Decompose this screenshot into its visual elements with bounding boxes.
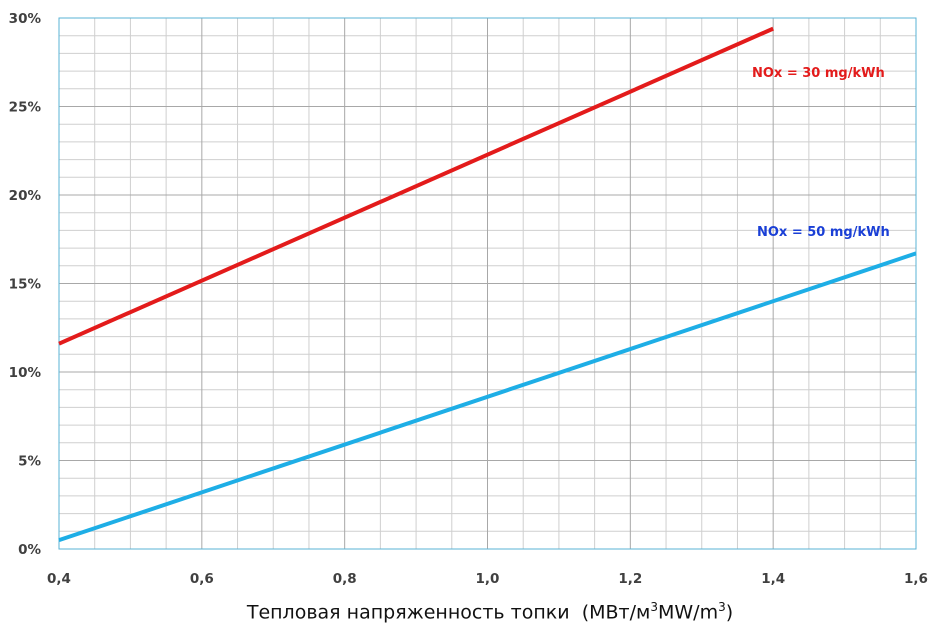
y-tick-label: 30%	[9, 11, 42, 27]
y-tick-label: 0%	[18, 542, 41, 558]
series-label-nox-50: NOx = 50 mg/kWh	[757, 225, 890, 240]
x-axis-label-text: Тепловая напряженность топки	[246, 601, 570, 624]
series-line-nox-30	[58, 26, 774, 346]
y-tick-label: 5%	[18, 454, 41, 470]
series-label-nox-30: NOx = 30 mg/kWh	[752, 66, 885, 81]
x-tick-label: 0,6	[190, 571, 214, 587]
x-tick-label: 1,0	[476, 571, 500, 587]
x-tick-label: 0,4	[47, 571, 71, 587]
x-tick-label: 1,6	[904, 571, 928, 587]
chart: 0% 5% 10% 15% 20% 25% 30% 0,4 0,6 0,8 1,…	[9, 11, 928, 587]
y-tick-label: 25%	[9, 100, 42, 116]
y-tick-label: 20%	[9, 188, 42, 204]
y-tick-labels: 0% 5% 10% 15% 20% 25% 30%	[9, 11, 42, 558]
series-group	[58, 26, 917, 543]
x-tick-labels: 0,4 0,6 0,8 1,0 1,2 1,4 1,6	[47, 571, 928, 587]
plot-frame	[58, 17, 917, 550]
x-tick-label: 0,8	[333, 571, 357, 587]
x-axis-unit-exponent: 3	[718, 600, 726, 614]
x-axis-unit-ru: МВт/м	[589, 601, 651, 624]
y-tick-label: 10%	[9, 365, 42, 381]
x-axis-unit-exponent: 3	[650, 600, 658, 614]
grid-major	[59, 18, 916, 549]
x-axis-unit-en: MW/m	[657, 601, 719, 624]
y-tick-label: 15%	[9, 277, 42, 293]
x-tick-label: 1,2	[618, 571, 642, 587]
x-axis-label-close: )	[725, 601, 734, 624]
x-axis-label-open: (	[581, 601, 590, 624]
x-axis-label: Тепловая напряженность топки (МВт/м3MW/m…	[0, 600, 934, 623]
series-line-nox-50	[58, 251, 917, 543]
x-tick-label: 1,4	[761, 571, 785, 587]
